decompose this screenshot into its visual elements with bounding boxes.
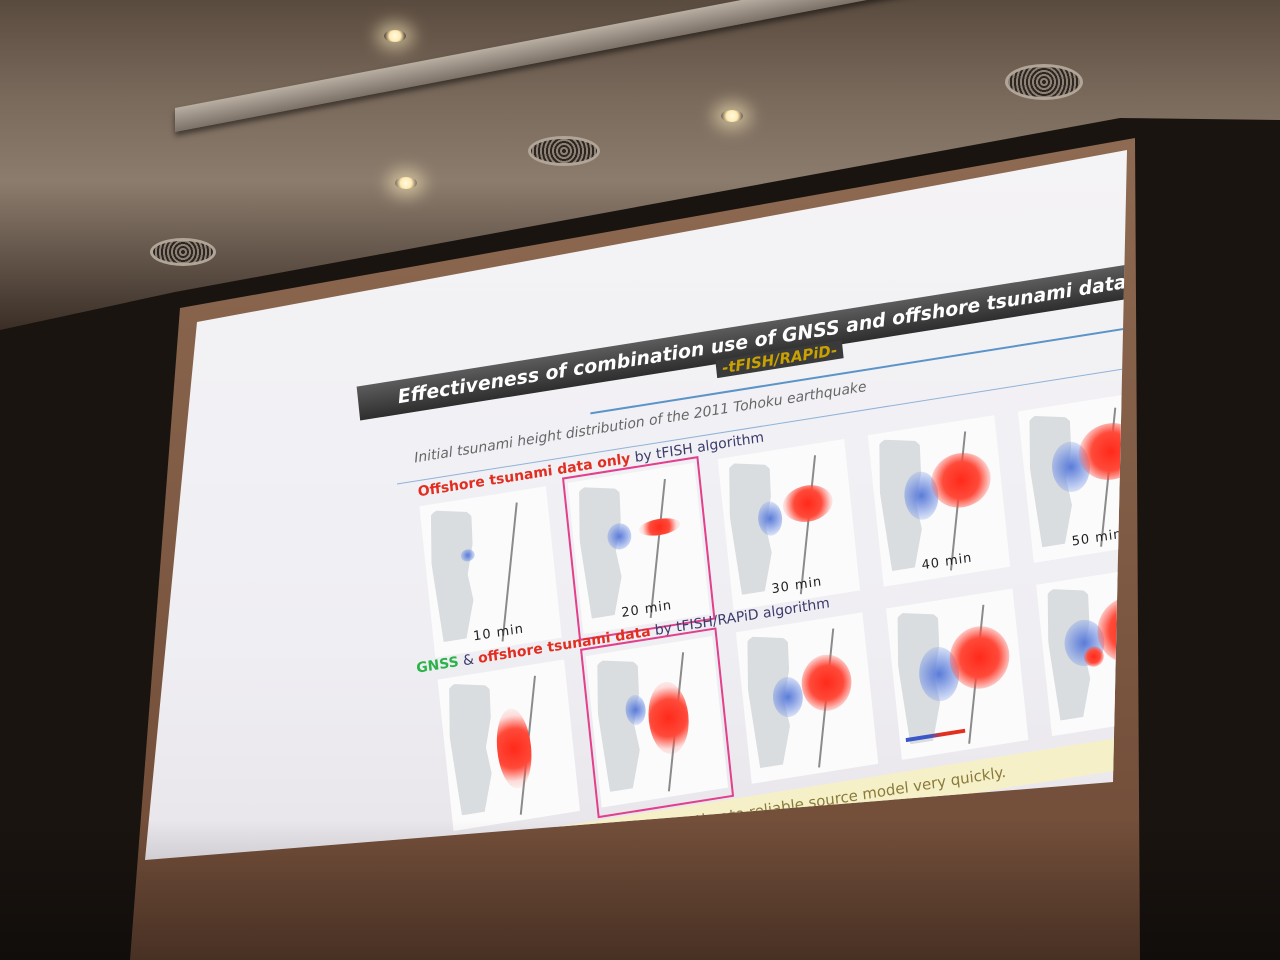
row2-label-green: GNSS: [415, 654, 460, 677]
trench-line: [501, 502, 518, 642]
ceiling-vent: [150, 238, 216, 266]
red-anomaly: [781, 481, 835, 526]
ceiling-light: [384, 30, 406, 42]
row2-label-amp: &: [457, 651, 480, 671]
red-anomaly: [798, 650, 855, 715]
land-shape: [426, 504, 489, 643]
ceiling-vent: [528, 136, 600, 166]
ceiling-vent: [1005, 64, 1083, 100]
room-shadow: [0, 820, 1280, 960]
blue-anomaly: [460, 548, 476, 563]
map-row2-30min: [735, 612, 879, 784]
highlight-box-20min-row2: [579, 627, 735, 819]
slide: Effectiveness of combination use of GNSS…: [356, 229, 1127, 860]
map-row2-40min: [886, 588, 1029, 760]
map-row2-10min: [437, 659, 580, 831]
red-anomaly: [928, 448, 994, 512]
ceiling-light: [721, 110, 743, 122]
trench-line: [799, 455, 817, 595]
ceiling-light: [395, 177, 417, 189]
